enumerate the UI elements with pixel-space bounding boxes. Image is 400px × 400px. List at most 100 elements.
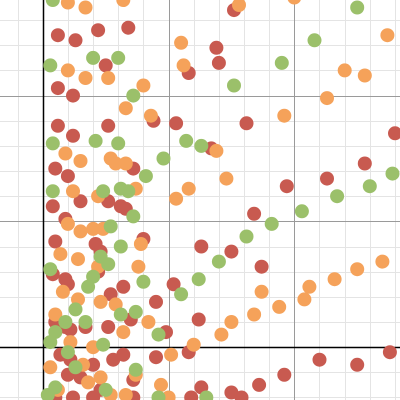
data-point-orange [48,307,63,322]
data-point-green [151,390,166,400]
data-point-red [101,320,116,334]
data-point-green [68,302,83,317]
data-point-orange [357,68,372,83]
data-point-orange [320,91,334,106]
data-point-red [350,357,365,372]
data-point-red [66,128,80,143]
data-point-green [68,360,83,375]
data-point-red [101,118,116,133]
data-point-red [116,279,131,294]
data-point-green [111,136,126,151]
data-point-orange [81,375,96,390]
data-point-orange [254,284,269,299]
data-point-red [116,347,131,362]
data-point-red [279,179,294,194]
data-point-orange [272,299,287,314]
data-point-orange [108,156,123,171]
data-point-red [86,357,101,372]
data-point-orange [78,71,93,85]
data-point-orange [169,191,184,206]
data-point-orange [337,63,352,78]
data-point-red [320,171,334,186]
data-point-green [136,274,151,289]
data-point-green [274,55,289,70]
data-point-orange [93,294,108,309]
data-point-orange [101,71,116,85]
data-point-orange [214,327,229,342]
data-point-orange [164,347,179,362]
data-point-red [166,277,181,292]
data-point-green [126,88,141,103]
data-point-orange [60,0,75,10]
data-point-orange [232,0,246,12]
data-point-orange [73,224,88,239]
data-point-orange [176,58,191,73]
data-point-green [60,345,75,360]
data-point-green [101,257,116,272]
data-point-orange [181,181,196,196]
data-point-green [128,304,143,319]
data-point-orange [60,63,75,78]
data-point-green [45,0,60,7]
data-point-green [40,388,55,400]
data-point-red [191,312,206,327]
data-point-red [388,126,400,141]
data-point-red [66,88,80,103]
data-point-red [211,55,226,70]
data-point-green [191,272,206,287]
data-point-green [307,33,322,48]
data-point-green [96,184,111,199]
data-point-green [86,50,101,65]
data-point-red [194,239,209,254]
data-point-orange [86,221,101,236]
data-point-red [239,116,254,131]
data-point-green [96,337,111,352]
data-point-orange [66,184,80,199]
data-point-red [169,116,184,131]
data-point-orange [141,315,156,329]
data-point-green [113,239,128,254]
data-point-green [43,335,58,350]
data-point-green [330,189,345,204]
data-point-green [362,179,377,194]
data-point-green [227,78,241,93]
data-point-orange [116,325,131,340]
data-point-orange [118,388,133,400]
data-point-orange [350,262,365,277]
data-point-red [60,169,75,184]
data-point-red [48,234,63,249]
data-point-red [312,352,327,367]
data-point-orange [219,171,234,186]
data-point-red [149,294,163,309]
data-point-orange [116,0,131,7]
data-point-orange [43,360,58,375]
data-point-green [385,166,400,181]
data-point-red [45,199,60,214]
data-point-green [103,219,118,234]
data-points [40,0,400,400]
data-point-orange [93,370,108,385]
data-point-red [247,206,262,221]
data-point-orange [71,252,85,267]
data-point-green [239,229,254,244]
data-point-red [209,40,224,55]
data-point-orange [131,259,146,274]
data-point-orange [209,143,224,158]
data-point-red [66,390,80,400]
data-point-green [174,287,189,302]
data-point-green [43,262,58,277]
data-point-red [50,81,65,96]
data-point-red [224,244,239,259]
data-point-red [50,118,65,133]
data-point-orange [327,272,342,287]
data-point-green [111,50,126,65]
data-point-orange [224,315,239,329]
data-point-red [234,390,249,400]
data-point-orange [143,108,158,123]
data-point-green [78,315,93,329]
data-point-red [382,345,397,360]
data-point-red [68,33,83,48]
data-point-green [194,138,209,153]
data-point-green [98,382,113,397]
data-point-orange [277,108,292,123]
